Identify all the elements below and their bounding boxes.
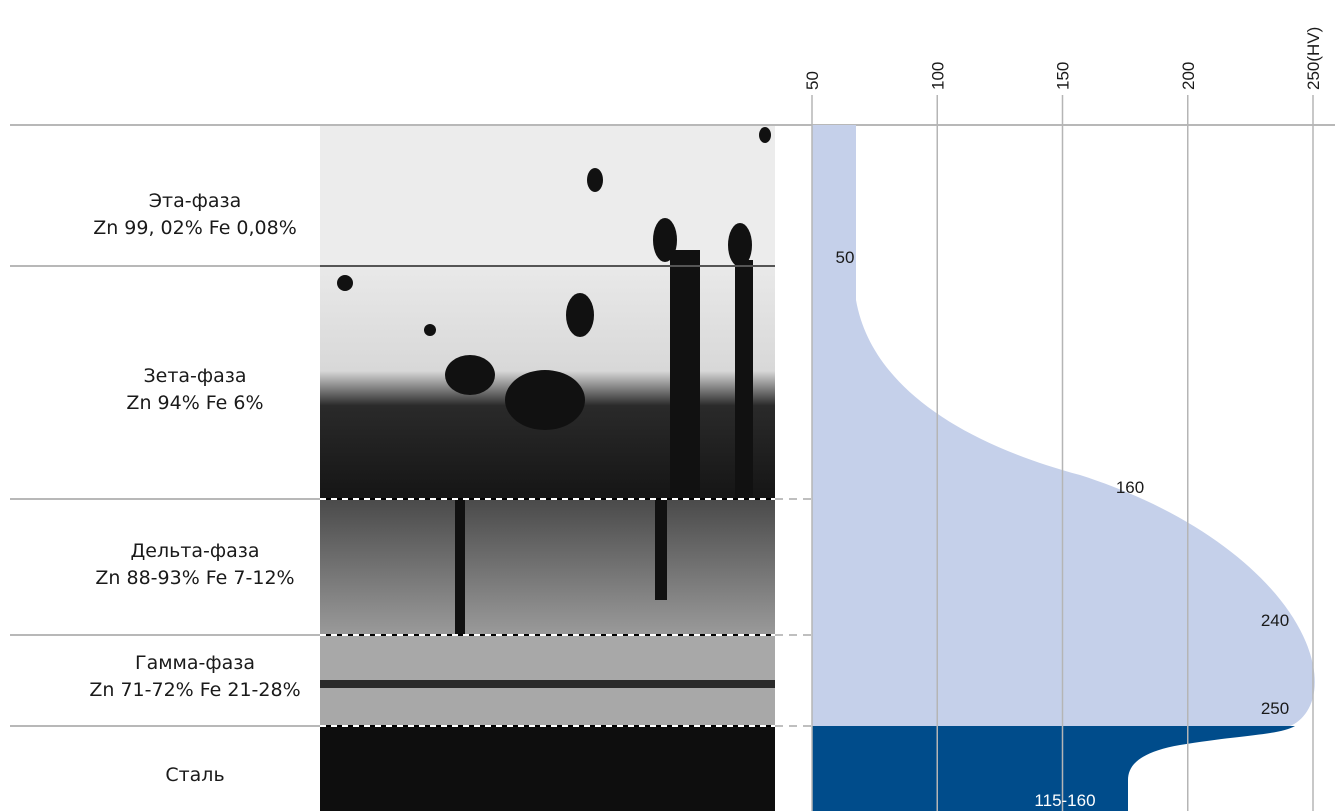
- layer-name: Эта-фаза: [149, 190, 241, 212]
- steel-area: [812, 726, 1295, 811]
- hardness-label: 115-160: [1034, 791, 1095, 810]
- hardness-label: 240: [1261, 611, 1289, 630]
- micrograph: [320, 125, 775, 811]
- hardness-label: 160: [1116, 478, 1144, 497]
- hardness-label: 250: [1261, 699, 1289, 718]
- tick-label: 50: [803, 71, 822, 90]
- tick-label: 200: [1179, 62, 1198, 90]
- tick-label: 100: [928, 62, 947, 90]
- layer-name: Сталь: [165, 764, 224, 786]
- tick-label: 250(HV): [1304, 27, 1323, 90]
- labels: 50 100 150 200 250(HV) Эта-фаза Zn 99, 02% Fe …: [89, 27, 1323, 810]
- layer-name: Гамма-фаза: [135, 652, 255, 674]
- hardness-label: 50: [836, 248, 855, 267]
- hardness-area: [812, 125, 1315, 726]
- layer-lines: [10, 498, 1305, 727]
- grid: [811, 95, 1314, 811]
- layer-name: Дельта-фаза: [130, 540, 259, 562]
- layer-composition: Zn 94% Fe 6%: [126, 392, 263, 414]
- layer-name: Зета-фаза: [143, 365, 246, 387]
- layer-composition: Zn 88-93% Fe 7-12%: [95, 567, 294, 589]
- tick-label: 150: [1054, 62, 1073, 90]
- layer-composition: Zn 71-72% Fe 21-28%: [89, 679, 300, 701]
- layer-composition: Zn 99, 02% Fe 0,08%: [93, 217, 297, 239]
